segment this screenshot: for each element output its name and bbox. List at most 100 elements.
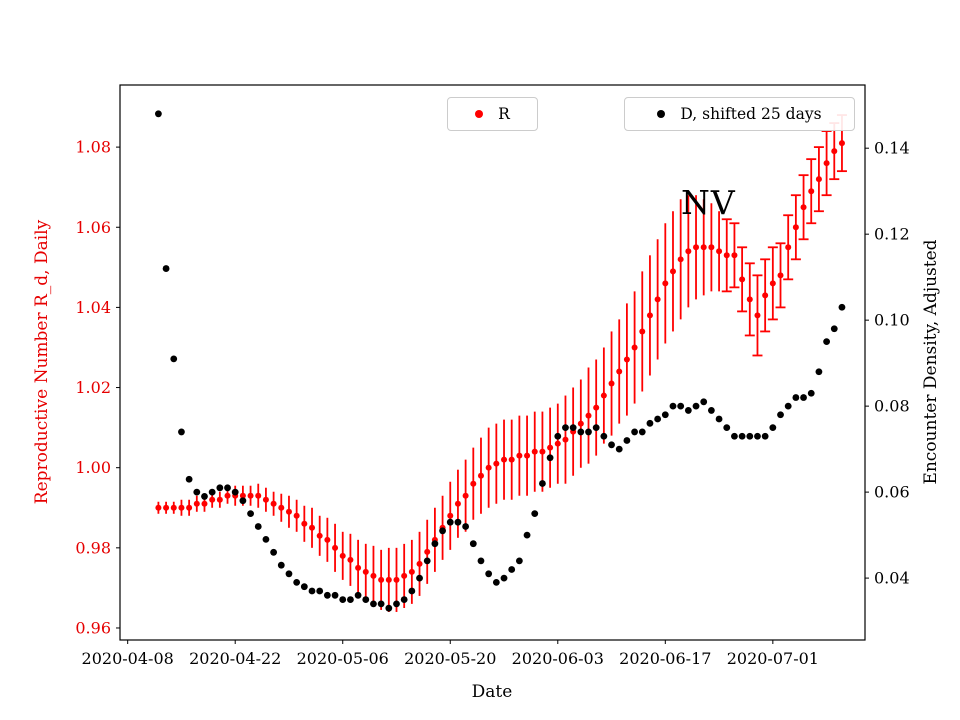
d-data-point <box>738 432 746 440</box>
d-data-point <box>277 561 285 569</box>
d-data-point <box>216 484 224 492</box>
y-right-tick-label: 0.10 <box>874 311 910 330</box>
r-data-point <box>347 556 354 563</box>
r-data-point <box>608 380 615 387</box>
d-data-point <box>654 415 662 423</box>
d-data-point <box>300 583 308 591</box>
d-data-point <box>231 488 239 496</box>
r-data-point <box>577 420 584 427</box>
d-data-point <box>477 557 485 565</box>
d-data-point <box>431 540 439 548</box>
d-data-point <box>262 536 270 543</box>
y-left-tick-label: 0.98 <box>75 538 111 557</box>
y-right-tick-label: 0.04 <box>874 569 910 588</box>
r-data-point <box>309 524 316 531</box>
d-data-point <box>308 587 316 595</box>
legend-d: D, shifted 25 days <box>624 97 855 131</box>
y-left-axis-ticks: 0.96 0.98 1.00 1.02 1.04 1.06 1.08 <box>75 138 120 637</box>
d-data-point <box>707 407 715 414</box>
d-data-point <box>761 432 769 440</box>
d-data-point <box>600 432 608 440</box>
y-left-tick-label: 1.00 <box>75 458 111 477</box>
r-data-point <box>385 576 392 583</box>
r-data-point <box>785 244 792 251</box>
d-data-point <box>247 510 254 518</box>
r-data-point <box>393 576 400 583</box>
r-data-point <box>301 520 308 527</box>
x-tick-label: 2020-04-08 <box>82 649 174 668</box>
r-data-point <box>293 512 300 519</box>
d-data-point <box>185 475 193 483</box>
r-data-point <box>646 312 653 319</box>
r-data-point <box>278 504 285 511</box>
d-data-point <box>362 596 370 603</box>
y-left-tick-label: 1.02 <box>75 378 111 397</box>
r-data-point <box>777 272 784 279</box>
d-data-point <box>508 566 516 573</box>
d-data-point <box>523 531 531 539</box>
d-data-point <box>830 325 838 333</box>
r-data-point <box>454 500 461 507</box>
r-data-point <box>516 452 523 459</box>
r-data-point <box>693 244 700 251</box>
d-data-point <box>615 445 623 453</box>
d-data-point <box>807 389 815 397</box>
d-data-point <box>500 574 508 582</box>
d-data-point <box>792 394 800 401</box>
r-data-point <box>424 548 431 555</box>
r-data-point <box>708 244 715 251</box>
r-data-point <box>600 392 607 399</box>
r-data-point <box>170 504 177 511</box>
d-data-point <box>285 570 293 578</box>
y-right-axis-label: Encounter Density, Adjusted <box>921 239 941 485</box>
y-left-axis-label: Reproductive Number R_d, Daily <box>32 219 52 505</box>
d-data-point <box>316 587 324 595</box>
r-data-point <box>616 368 623 375</box>
r-data-point <box>524 452 531 459</box>
d-data-point <box>423 557 431 565</box>
r-data-point <box>531 448 538 455</box>
y-left-tick-label: 1.08 <box>75 138 111 157</box>
x-tick-label: 2020-06-17 <box>619 649 711 668</box>
y-left-tick-label: 1.04 <box>75 298 111 317</box>
d-data-point <box>784 402 792 410</box>
r-data-point <box>178 504 185 511</box>
r-data-point <box>739 276 746 283</box>
r-data-point <box>654 296 661 303</box>
r-data-point <box>209 496 216 503</box>
y-right-tick-label: 0.14 <box>874 139 910 158</box>
d-data-point <box>715 415 723 423</box>
d-data-point <box>201 493 208 500</box>
r-data-point <box>662 280 669 287</box>
legend-d-label: D, shifted 25 days <box>680 105 822 123</box>
r-data-point <box>477 472 484 479</box>
d-data-point <box>769 424 777 432</box>
d-data-point <box>800 394 807 401</box>
y-right-tick-label: 0.06 <box>874 483 910 502</box>
r-data-point <box>285 508 292 515</box>
r-data-point <box>547 444 554 451</box>
d-data-point <box>385 604 393 612</box>
r-data-point <box>746 296 753 303</box>
d-data-point <box>162 265 170 272</box>
r-data-point <box>462 492 469 499</box>
r-data-point <box>508 456 515 463</box>
legend-r: R <box>447 97 538 131</box>
d-data-point <box>347 596 354 603</box>
r-data-point <box>700 244 707 251</box>
y-right-axis-ticks: 0.04 0.06 0.08 0.10 0.12 0.14 <box>865 139 910 588</box>
d-data-point <box>631 428 638 436</box>
d-data-point <box>577 428 585 436</box>
d-data-point <box>485 570 493 578</box>
r-data-point <box>339 552 346 559</box>
r-data-point <box>731 252 738 259</box>
d-data-point <box>562 424 569 432</box>
r-data-point <box>416 560 423 567</box>
d-data-point <box>270 548 278 556</box>
x-tick-label: 2020-06-03 <box>512 649 604 668</box>
y-right-tick-label: 0.12 <box>874 225 910 244</box>
d-data-point <box>469 540 477 548</box>
r-data-point <box>470 480 477 487</box>
state-annotation: NV <box>681 183 736 222</box>
